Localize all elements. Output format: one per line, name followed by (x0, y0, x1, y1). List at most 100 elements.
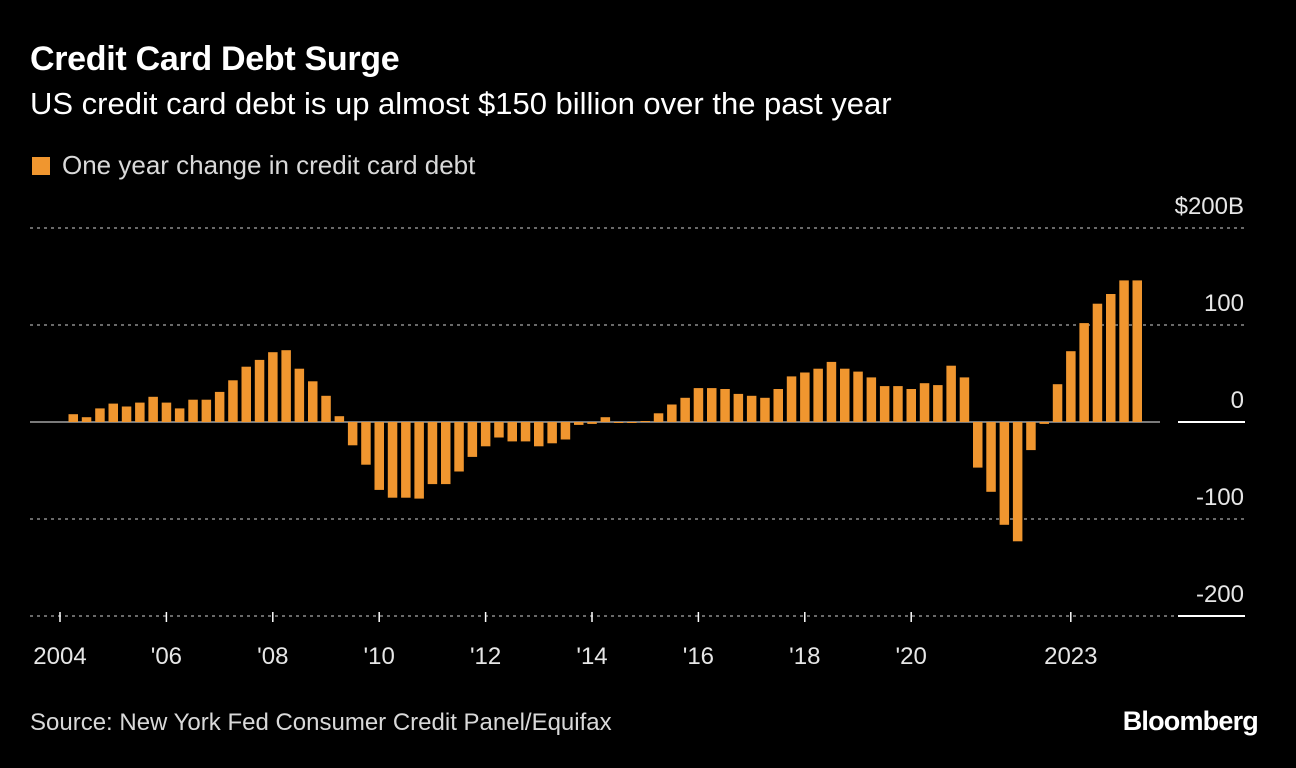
bar (547, 422, 557, 444)
bar (1079, 323, 1089, 422)
bar (1026, 422, 1036, 451)
bar (281, 350, 291, 422)
bar (174, 408, 185, 422)
bar (613, 422, 624, 423)
x-tick-label: 2023 (1044, 643, 1097, 670)
bar (840, 368, 850, 422)
bar (214, 391, 225, 422)
bar (188, 399, 198, 422)
bar (480, 422, 491, 447)
bar (95, 408, 105, 422)
x-tick-label: '06 (151, 643, 182, 670)
x-tick-label: '12 (470, 643, 501, 670)
bars (68, 280, 1142, 542)
bar (454, 422, 464, 472)
bar (667, 404, 677, 422)
bar (1039, 422, 1049, 424)
bar (374, 422, 384, 490)
legend: One year change in credit card debt (32, 150, 475, 181)
bar (680, 397, 690, 423)
bar (467, 422, 478, 457)
x-tick-label: '20 (896, 643, 927, 670)
bar (361, 422, 371, 465)
bar (520, 422, 531, 442)
y-tick-label: 100 (1204, 290, 1244, 317)
bar (773, 389, 783, 422)
bar (148, 396, 158, 422)
x-tick-label: '14 (576, 643, 607, 670)
bar (228, 380, 238, 422)
bar (574, 422, 584, 425)
legend-swatch (32, 156, 50, 175)
bar (347, 422, 358, 446)
y-tick-label: -100 (1196, 484, 1244, 511)
bar (919, 383, 930, 422)
bar-chart: $200B 100 0 -100 -200 2004 '06 '08 '10 '12 '14 '16… (30, 193, 1245, 670)
bar (760, 397, 770, 423)
bar (268, 352, 278, 422)
bar (308, 381, 318, 422)
bar (414, 422, 424, 499)
bar (720, 389, 730, 422)
bar (693, 388, 704, 422)
bar (427, 422, 438, 485)
chart-subtitle: US credit card debt is up almost $150 bi… (30, 86, 892, 121)
bar (986, 422, 996, 492)
bar (733, 393, 744, 422)
bar (800, 372, 810, 422)
bar (294, 368, 305, 422)
bar (135, 402, 145, 422)
legend-label: One year change in credit card debt (62, 150, 476, 180)
bar (600, 417, 611, 422)
bar (161, 402, 172, 422)
bar (1119, 280, 1129, 422)
bar (893, 386, 903, 422)
bar (933, 385, 943, 422)
y-tick-label: $200B (1175, 193, 1244, 220)
x-tick-label: '08 (257, 643, 288, 670)
bloomberg-logo: Bloomberg (1122, 706, 1259, 736)
bar (1052, 384, 1063, 422)
bar (387, 422, 398, 498)
bar (321, 395, 331, 422)
bar (627, 422, 637, 423)
bar (1106, 294, 1116, 422)
bar (973, 422, 983, 468)
x-tick-label: 2004 (33, 643, 86, 670)
bar (1012, 422, 1023, 542)
bar (786, 376, 797, 422)
bar (241, 366, 251, 422)
y-tick-label: 0 (1231, 387, 1244, 414)
bar (1132, 280, 1142, 422)
x-tick-label: '18 (789, 643, 820, 670)
bar (334, 416, 345, 422)
source-note: Source: New York Fed Consumer Credit Pan… (30, 709, 612, 736)
gridlines (30, 227, 1245, 617)
bar (1066, 351, 1076, 422)
bar (959, 377, 970, 422)
bar (653, 413, 664, 422)
y-axis-ticks: $200B 100 0 -100 -200 (1175, 193, 1244, 608)
bar (254, 359, 265, 422)
chart-title: Credit Card Debt Surge (30, 40, 400, 78)
x-tick-label: '16 (683, 643, 714, 670)
bar (1092, 303, 1103, 422)
bar (68, 414, 78, 422)
bar (494, 422, 504, 438)
bar (866, 377, 877, 422)
x-tick-label: '10 (364, 643, 395, 670)
bar (906, 389, 916, 422)
bar (121, 406, 132, 422)
bar (946, 365, 956, 422)
x-axis-ticks: 2004 '06 '08 '10 '12 '14 '16 '18 '20 2023 (33, 612, 1097, 670)
bar (826, 361, 837, 422)
bar (746, 395, 757, 422)
bar (813, 368, 823, 422)
y-tick-label: -200 (1196, 581, 1244, 608)
bar (640, 421, 650, 422)
bar (587, 422, 597, 424)
bar (441, 422, 451, 485)
bar (108, 403, 118, 422)
bar (560, 422, 571, 440)
bar (853, 371, 863, 422)
